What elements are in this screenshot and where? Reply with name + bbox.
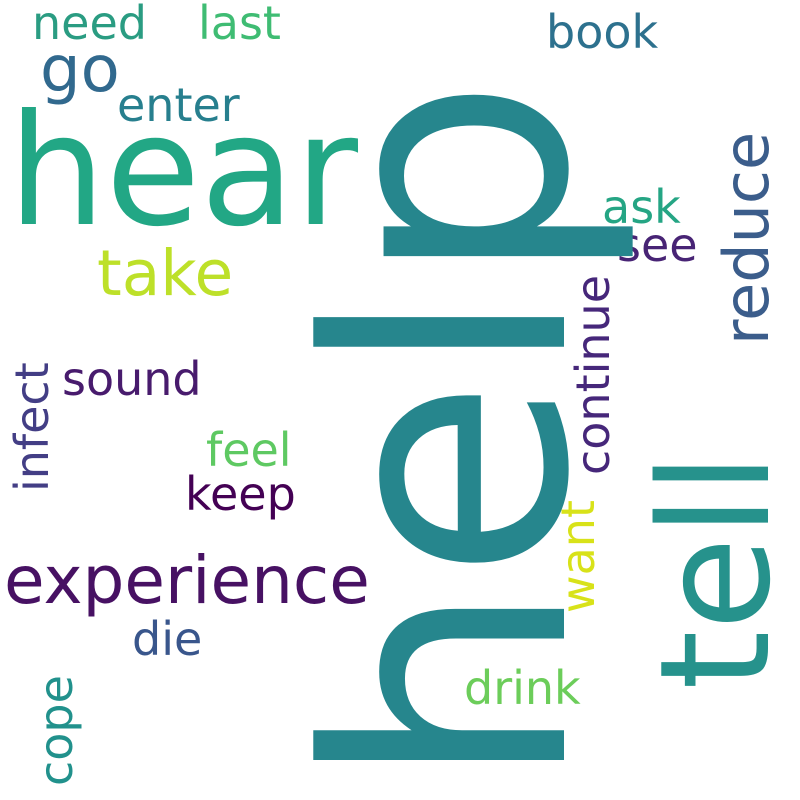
- word-experience: experience: [4, 542, 370, 619]
- word-reduce: reduce: [710, 131, 783, 345]
- word-hear: hear: [8, 82, 359, 261]
- word-see: see: [617, 218, 698, 272]
- word-enter: enter: [117, 78, 240, 132]
- word-keep: keep: [185, 467, 296, 521]
- word-take: take: [97, 237, 234, 310]
- word-want: want: [551, 499, 605, 613]
- word-drink: drink: [464, 661, 581, 715]
- word-go: go: [40, 33, 120, 107]
- word-infect: infect: [5, 362, 59, 492]
- word-feel: feel: [206, 423, 292, 477]
- word-need: need: [32, 0, 147, 50]
- word-last: last: [198, 0, 281, 50]
- word-sound: sound: [62, 352, 202, 406]
- word-continue: continue: [566, 274, 620, 475]
- word-book: book: [546, 5, 659, 59]
- word-die: die: [132, 612, 203, 666]
- word-ask: ask: [602, 180, 681, 234]
- word-cope: cope: [29, 675, 83, 786]
- word-tell: tell: [627, 452, 800, 690]
